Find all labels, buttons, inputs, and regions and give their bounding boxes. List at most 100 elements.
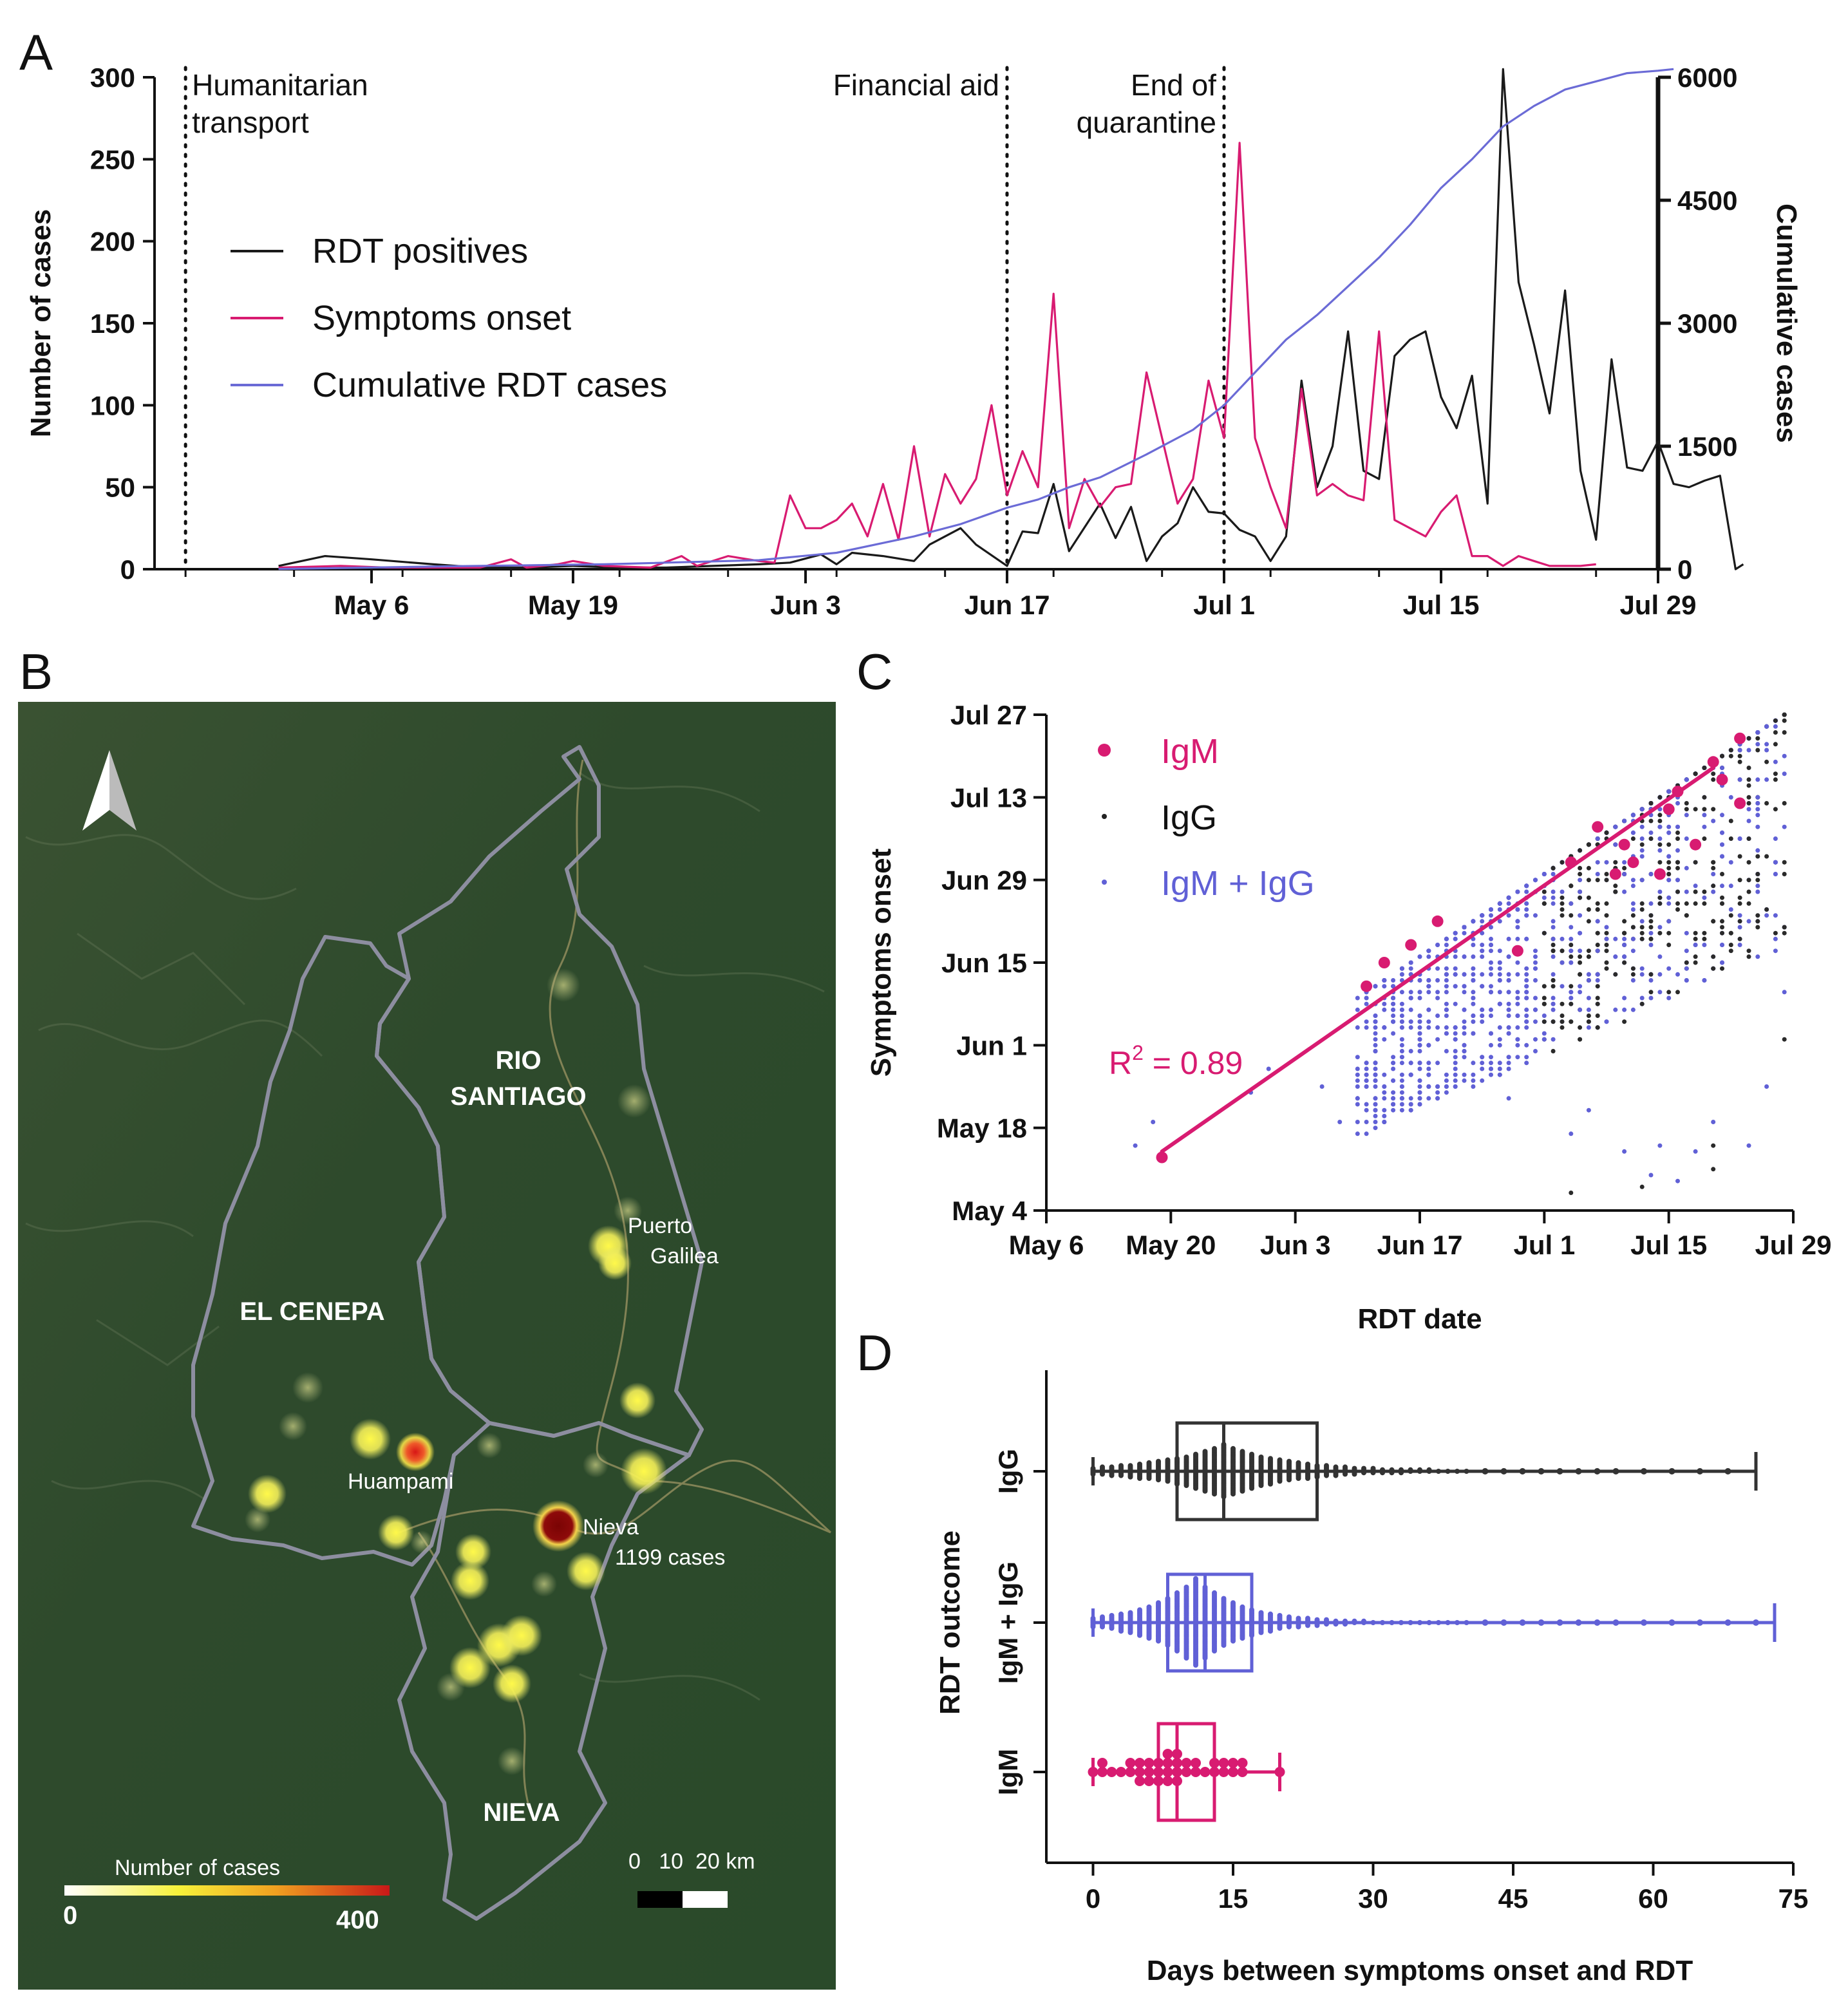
- scale-bar-white: [683, 1891, 728, 1908]
- c-point-igm-igg: [1693, 1149, 1698, 1154]
- c-point-igm-igg: [1657, 824, 1663, 829]
- d-point: [1240, 1604, 1245, 1610]
- c-point-igm-igg: [1737, 913, 1742, 918]
- d-point: [1162, 1758, 1173, 1768]
- c-point-igm-igg: [1720, 883, 1724, 889]
- c-point-igg: [1746, 736, 1751, 741]
- a-event-label: transport: [192, 106, 309, 139]
- c-point-igm-igg: [1755, 795, 1760, 800]
- hotspot: [531, 1571, 557, 1597]
- d-point: [1193, 1663, 1198, 1668]
- c-point-igg: [1782, 925, 1787, 930]
- d-point: [1183, 1455, 1189, 1460]
- c-point-igm-igg: [1435, 1090, 1440, 1095]
- hotspot: [378, 1514, 414, 1550]
- c-point-igg: [1604, 901, 1609, 906]
- c-point-igm-igg: [1506, 1066, 1511, 1071]
- c-point-igg: [1578, 972, 1583, 977]
- c-point-igg: [1684, 913, 1689, 918]
- c-point-igm-igg: [1471, 972, 1476, 977]
- c-point-igm-igg: [1480, 1019, 1485, 1024]
- c-point-igm-igg: [1497, 1001, 1502, 1006]
- c-point-igm-igg: [1373, 1102, 1378, 1107]
- c-point-igg: [1604, 878, 1609, 883]
- c-point-igm-igg: [1569, 936, 1574, 941]
- c-point-igg: [1560, 913, 1565, 918]
- a-series-cumulative-rdt-cases: [278, 68, 1674, 570]
- c-point-igm-igg: [1648, 1173, 1654, 1178]
- c-point-igm-igg: [1684, 930, 1689, 936]
- c-point-igm-igg: [1595, 978, 1600, 983]
- c-y-ticks: May 4 May 18 Jun 1 Jun 15 Jun 29 Jul 13 Jul 27: [937, 700, 1046, 1226]
- c-point-igm-igg: [1471, 990, 1476, 995]
- c-x-ticks: May 6 May 20 Jun 3 Jun 17 Jul 1 Jul 15 Jul 29: [1009, 1211, 1832, 1260]
- d-point: [1109, 1625, 1115, 1631]
- c-point-igm-igg: [1453, 966, 1458, 971]
- c-point-igm-igg: [1399, 1090, 1404, 1095]
- c-point-igm-igg: [1515, 990, 1520, 995]
- c-point-igg: [1560, 907, 1565, 912]
- c-point-igg: [1542, 1019, 1547, 1024]
- c-point-igm-igg: [1480, 984, 1485, 989]
- a-series-symptoms-onset: [278, 142, 1596, 569]
- c-point-cloud: [1133, 712, 1787, 1195]
- c-point-igg: [1551, 1049, 1556, 1053]
- c-point-igm-igg: [1399, 1072, 1404, 1077]
- c-point-igm-igg: [1462, 990, 1467, 995]
- c-point-igm-igg: [1497, 990, 1502, 995]
- c-point-igm-igg: [1728, 907, 1733, 912]
- c-point-igm-igg: [1506, 913, 1511, 918]
- c-point-igm-igg: [1720, 766, 1724, 770]
- c-point-igm-igg: [1391, 1107, 1396, 1113]
- c-point-igm-igg: [1711, 889, 1716, 894]
- c-point-igm-igg: [1684, 836, 1689, 841]
- c-point-igm-igg: [1524, 1055, 1529, 1060]
- c-point-igm-igg: [1622, 889, 1627, 894]
- c-point-igm-igg: [1408, 960, 1413, 965]
- c-point-igm-igg: [1391, 1060, 1396, 1066]
- c-point-igm-igg: [1586, 978, 1591, 983]
- c-point-igm-igg: [1630, 948, 1636, 954]
- a-xtick-label: Jun 17: [964, 590, 1050, 620]
- c-point-igm-igg: [1755, 954, 1760, 959]
- c-point-igm-igg: [1675, 878, 1680, 883]
- c-point-igm-igg: [1364, 1025, 1369, 1030]
- c-point-igg: [1666, 872, 1672, 876]
- c-point-igm-igg: [1515, 1001, 1520, 1006]
- c-point-igm-igg: [1373, 1107, 1378, 1113]
- c-point-igg: [1675, 836, 1680, 841]
- c-point-igg: [1551, 948, 1556, 954]
- c-point-igm-igg: [1355, 1096, 1360, 1101]
- c-point-igg: [1684, 960, 1689, 965]
- c-point-igm-igg: [1630, 1007, 1636, 1012]
- c-point-igm-igg: [1515, 1055, 1520, 1060]
- c-point-igm-igg: [1524, 995, 1529, 1001]
- d-point: [1221, 1643, 1227, 1648]
- d-point: [1137, 1476, 1142, 1481]
- c-point-igm-igg: [1355, 1066, 1360, 1071]
- c-point-igm: [1431, 915, 1444, 927]
- c-point-igg: [1569, 943, 1574, 947]
- c-point-igm-igg: [1408, 990, 1413, 995]
- c-point-igg: [1728, 930, 1733, 936]
- c-point-igm-igg: [1666, 789, 1672, 794]
- c-point-igg: [1586, 895, 1591, 900]
- c-point-igm-igg: [1524, 984, 1529, 989]
- c-point-igm-igg: [1417, 1090, 1422, 1095]
- c-point-igm-igg: [1586, 1107, 1591, 1113]
- a-ytick-label: 50: [105, 473, 135, 503]
- c-point-igm-igg: [1489, 1072, 1493, 1077]
- c-point-igm-igg: [1417, 1019, 1422, 1024]
- c-point-igm-igg: [1373, 1049, 1378, 1053]
- c-point-igm-igg: [1773, 913, 1778, 918]
- c-point-igm-igg: [1578, 913, 1583, 918]
- c-point-igm-igg: [1355, 1102, 1360, 1107]
- c-point-igm-igg: [1728, 795, 1733, 800]
- c-point-igm-igg: [1639, 807, 1645, 812]
- c-point-igm-igg: [1480, 1066, 1485, 1071]
- c-xtick-label: May 6: [1009, 1230, 1084, 1260]
- c-point-igm-igg: [1444, 1072, 1449, 1077]
- c-point-igm-igg: [1666, 901, 1672, 906]
- c-point-igm-igg: [1622, 1149, 1627, 1154]
- c-point-igm-igg: [1444, 1090, 1449, 1095]
